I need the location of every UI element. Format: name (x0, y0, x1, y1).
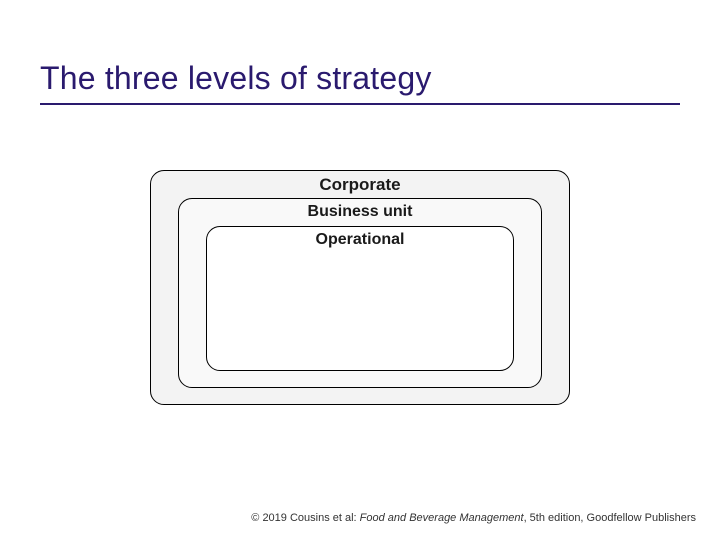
footer-citation: © 2019 Cousins et al: Food and Beverage … (251, 512, 696, 524)
title-underline (40, 103, 680, 105)
footer-title-italic: Food and Beverage Management (360, 512, 524, 524)
level-label-1: Business unit (179, 203, 541, 221)
level-label-0: Corporate (151, 175, 569, 195)
level-box-2: Operational (206, 226, 514, 371)
nested-levels-diagram: Corporate Business unit Operational (150, 170, 570, 405)
slide: The three levels of strategy Corporate Bu… (0, 0, 720, 540)
title-block: The three levels of strategy (40, 60, 680, 105)
footer-suffix: , 5th edition, Goodfellow Publishers (524, 512, 696, 524)
level-label-2: Operational (207, 231, 513, 249)
slide-title: The three levels of strategy (40, 60, 680, 103)
footer-prefix: © 2019 Cousins et al: (251, 512, 359, 524)
